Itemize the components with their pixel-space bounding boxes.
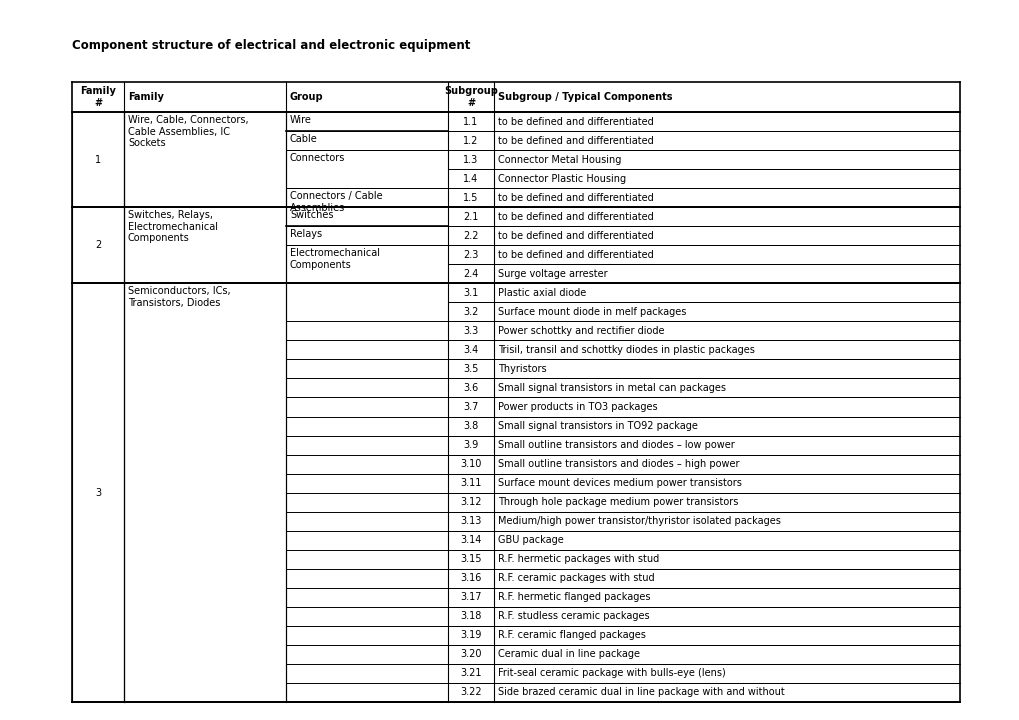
Text: 3.6: 3.6 [463, 383, 478, 393]
Text: Thyristors: Thyristors [497, 364, 546, 374]
Text: 3.14: 3.14 [460, 535, 481, 545]
Text: 3.13: 3.13 [460, 516, 481, 526]
Text: 3.2: 3.2 [463, 307, 478, 317]
Text: R.F. studless ceramic packages: R.F. studless ceramic packages [497, 611, 649, 621]
Text: 3.16: 3.16 [460, 573, 481, 583]
Text: Ceramic dual in line package: Ceramic dual in line package [497, 649, 639, 660]
Text: 2: 2 [95, 240, 101, 251]
Text: R.F. ceramic packages with stud: R.F. ceramic packages with stud [497, 573, 654, 583]
Text: Connectors / Cable
Assemblies: Connectors / Cable Assemblies [289, 191, 382, 212]
Text: Component structure of electrical and electronic equipment: Component structure of electrical and el… [72, 39, 470, 52]
Text: Surface mount diode in melf packages: Surface mount diode in melf packages [497, 307, 686, 317]
Text: Plastic axial diode: Plastic axial diode [497, 288, 586, 298]
Text: Group: Group [289, 92, 323, 102]
Text: to be defined and differentiated: to be defined and differentiated [497, 117, 653, 127]
Text: 1.2: 1.2 [463, 135, 478, 145]
Text: Small signal transistors in TO92 package: Small signal transistors in TO92 package [497, 421, 697, 431]
Text: Power products in TO3 packages: Power products in TO3 packages [497, 402, 657, 412]
Text: Side brazed ceramic dual in line package with and without: Side brazed ceramic dual in line package… [497, 688, 784, 698]
Text: 3: 3 [95, 487, 101, 498]
Text: 3.10: 3.10 [460, 459, 481, 469]
Text: 1.1: 1.1 [463, 117, 478, 127]
Text: Electromechanical
Components: Electromechanical Components [289, 248, 380, 270]
Text: Connector Plastic Housing: Connector Plastic Housing [497, 174, 626, 184]
Text: 2.4: 2.4 [463, 269, 478, 279]
Text: Through hole package medium power transistors: Through hole package medium power transi… [497, 498, 738, 507]
Text: to be defined and differentiated: to be defined and differentiated [497, 193, 653, 202]
Text: to be defined and differentiated: to be defined and differentiated [497, 212, 653, 222]
Text: R.F. ceramic flanged packages: R.F. ceramic flanged packages [497, 631, 645, 640]
Text: Wire, Cable, Connectors,
Cable Assemblies, IC
Sockets: Wire, Cable, Connectors, Cable Assemblie… [127, 115, 249, 148]
Text: Connectors: Connectors [289, 153, 345, 163]
Text: Small outline transistors and diodes – high power: Small outline transistors and diodes – h… [497, 459, 739, 469]
Text: 3.7: 3.7 [463, 402, 478, 412]
Text: to be defined and differentiated: to be defined and differentiated [497, 230, 653, 240]
Text: 3.18: 3.18 [460, 611, 481, 621]
Text: Relays: Relays [289, 229, 322, 239]
Text: 3.1: 3.1 [463, 288, 478, 298]
Text: 3.11: 3.11 [460, 478, 481, 488]
Text: Family: Family [127, 92, 164, 102]
Text: Switches: Switches [289, 210, 333, 220]
Text: Subgroup / Typical Components: Subgroup / Typical Components [497, 92, 672, 102]
Text: Family
#: Family # [79, 86, 116, 108]
Text: Wire: Wire [289, 115, 312, 125]
Text: Small outline transistors and diodes – low power: Small outline transistors and diodes – l… [497, 440, 734, 450]
Text: R.F. hermetic flanged packages: R.F. hermetic flanged packages [497, 593, 650, 603]
Text: 3.21: 3.21 [460, 668, 481, 678]
Text: 3.20: 3.20 [460, 649, 481, 660]
Text: Small signal transistors in metal can packages: Small signal transistors in metal can pa… [497, 383, 726, 393]
Text: Trisil, transil and schottky diodes in plastic packages: Trisil, transil and schottky diodes in p… [497, 345, 754, 355]
Text: 2.3: 2.3 [463, 250, 478, 260]
Text: Frit-seal ceramic package with bulls-eye (lens): Frit-seal ceramic package with bulls-eye… [497, 668, 726, 678]
Text: to be defined and differentiated: to be defined and differentiated [497, 250, 653, 260]
Text: Surface mount devices medium power transistors: Surface mount devices medium power trans… [497, 478, 741, 488]
Text: Switches, Relays,
Electromechanical
Components: Switches, Relays, Electromechanical Comp… [127, 210, 218, 243]
Text: 1.3: 1.3 [463, 155, 478, 165]
Text: 3.5: 3.5 [463, 364, 478, 374]
Text: 3.8: 3.8 [463, 421, 478, 431]
Text: Cable: Cable [289, 134, 318, 144]
Text: 3.17: 3.17 [460, 593, 481, 603]
Text: Subgroup
#: Subgroup # [443, 86, 497, 108]
Text: 3.19: 3.19 [460, 631, 481, 640]
Text: 2.2: 2.2 [463, 230, 478, 240]
Text: Medium/high power transistor/thyristor isolated packages: Medium/high power transistor/thyristor i… [497, 516, 781, 526]
Text: Power schottky and rectifier diode: Power schottky and rectifier diode [497, 326, 663, 336]
Text: 1: 1 [95, 155, 101, 165]
Text: to be defined and differentiated: to be defined and differentiated [497, 135, 653, 145]
Text: 3.9: 3.9 [463, 440, 478, 450]
Text: R.F. hermetic packages with stud: R.F. hermetic packages with stud [497, 554, 658, 564]
Text: 3.12: 3.12 [460, 498, 481, 507]
Text: 3.4: 3.4 [463, 345, 478, 355]
Text: GBU package: GBU package [497, 535, 564, 545]
Text: 1.5: 1.5 [463, 193, 478, 202]
Text: Semiconductors, ICs,
Transistors, Diodes: Semiconductors, ICs, Transistors, Diodes [127, 287, 230, 308]
Text: 2.1: 2.1 [463, 212, 478, 222]
Text: Connector Metal Housing: Connector Metal Housing [497, 155, 621, 165]
Text: 3.15: 3.15 [460, 554, 481, 564]
Text: Surge voltage arrester: Surge voltage arrester [497, 269, 607, 279]
Text: 3.22: 3.22 [460, 688, 481, 698]
Text: 1.4: 1.4 [463, 174, 478, 184]
Text: 3.3: 3.3 [463, 326, 478, 336]
